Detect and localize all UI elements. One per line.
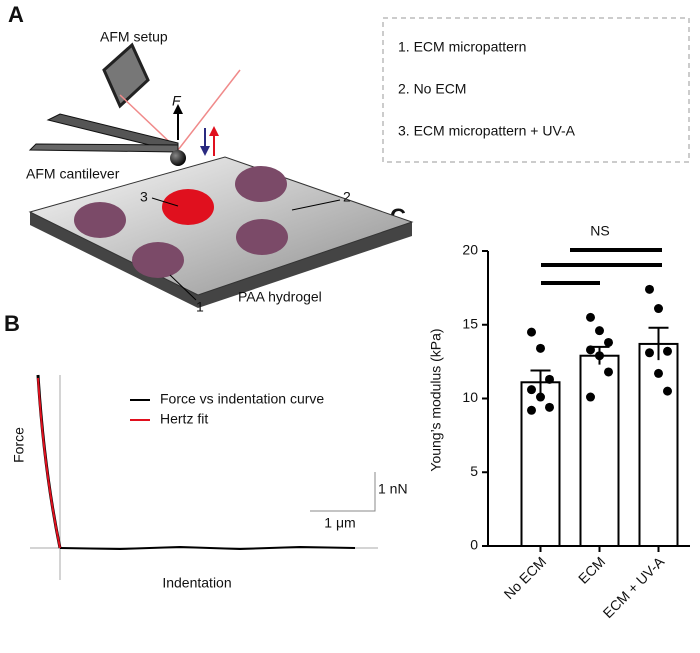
data-point <box>654 304 663 314</box>
data-point <box>527 405 536 415</box>
y-tick-label: 10 <box>462 389 478 405</box>
data-point <box>586 345 595 355</box>
data-point <box>595 326 604 336</box>
panel-label: B <box>4 311 20 336</box>
data-point <box>586 392 595 402</box>
data-point <box>536 343 545 353</box>
data-point <box>645 348 654 358</box>
scale-label: 1 μm <box>324 515 355 531</box>
legend-item: 3. ECM micropattern + UV-A <box>398 123 576 139</box>
afm-diagram <box>28 17 690 308</box>
region-number: 3 <box>140 189 148 205</box>
legend-item: 2. No ECM <box>398 81 466 97</box>
bar-chart: Young’s modulus (kPa) NS <box>428 223 662 472</box>
error-bar <box>648 326 669 361</box>
y-tick-label: 20 <box>462 242 478 258</box>
data-point <box>536 392 545 402</box>
hydrogel-label: PAA hydrogel <box>238 289 322 305</box>
x-tick-label: No ECM <box>501 553 550 602</box>
legend-item: Force vs indentation curve <box>160 391 324 407</box>
data-point <box>586 312 595 322</box>
data-point <box>604 337 613 347</box>
panel-label: A <box>8 2 24 27</box>
y-axis-title: Young’s modulus (kPa) <box>428 328 444 471</box>
data-point <box>527 327 536 337</box>
x-label: Indentation <box>162 575 231 591</box>
x-tick-label: ECM + UV-A <box>600 553 668 621</box>
cantilever-label: AFM cantilever <box>26 166 120 182</box>
region-number: 2 <box>343 189 351 205</box>
y-tick-label: 15 <box>462 315 478 331</box>
annotation: NS <box>590 223 609 239</box>
data-point <box>645 284 654 294</box>
data-point <box>663 386 672 396</box>
error-bar <box>530 369 551 395</box>
data-point <box>663 346 672 356</box>
data-point <box>604 367 613 377</box>
data-point <box>654 368 663 378</box>
legend-item: 1. ECM micropattern <box>398 39 526 55</box>
data-point <box>545 402 554 412</box>
y-tick-label: 5 <box>470 463 478 479</box>
force-curve <box>30 374 378 580</box>
bar <box>579 354 620 547</box>
force-label: F <box>172 93 182 109</box>
y-tick-label: 0 <box>470 537 478 553</box>
setup-label: AFM setup <box>100 29 168 45</box>
y-label: Force <box>11 427 27 463</box>
x-tick-label: ECM <box>575 553 608 586</box>
data-point <box>527 385 536 395</box>
data-point <box>545 374 554 384</box>
legend-item: Hertz fit <box>160 411 208 427</box>
data-point <box>595 351 604 361</box>
region-number: 1 <box>196 299 204 315</box>
scale-label: 1 nN <box>378 481 408 497</box>
